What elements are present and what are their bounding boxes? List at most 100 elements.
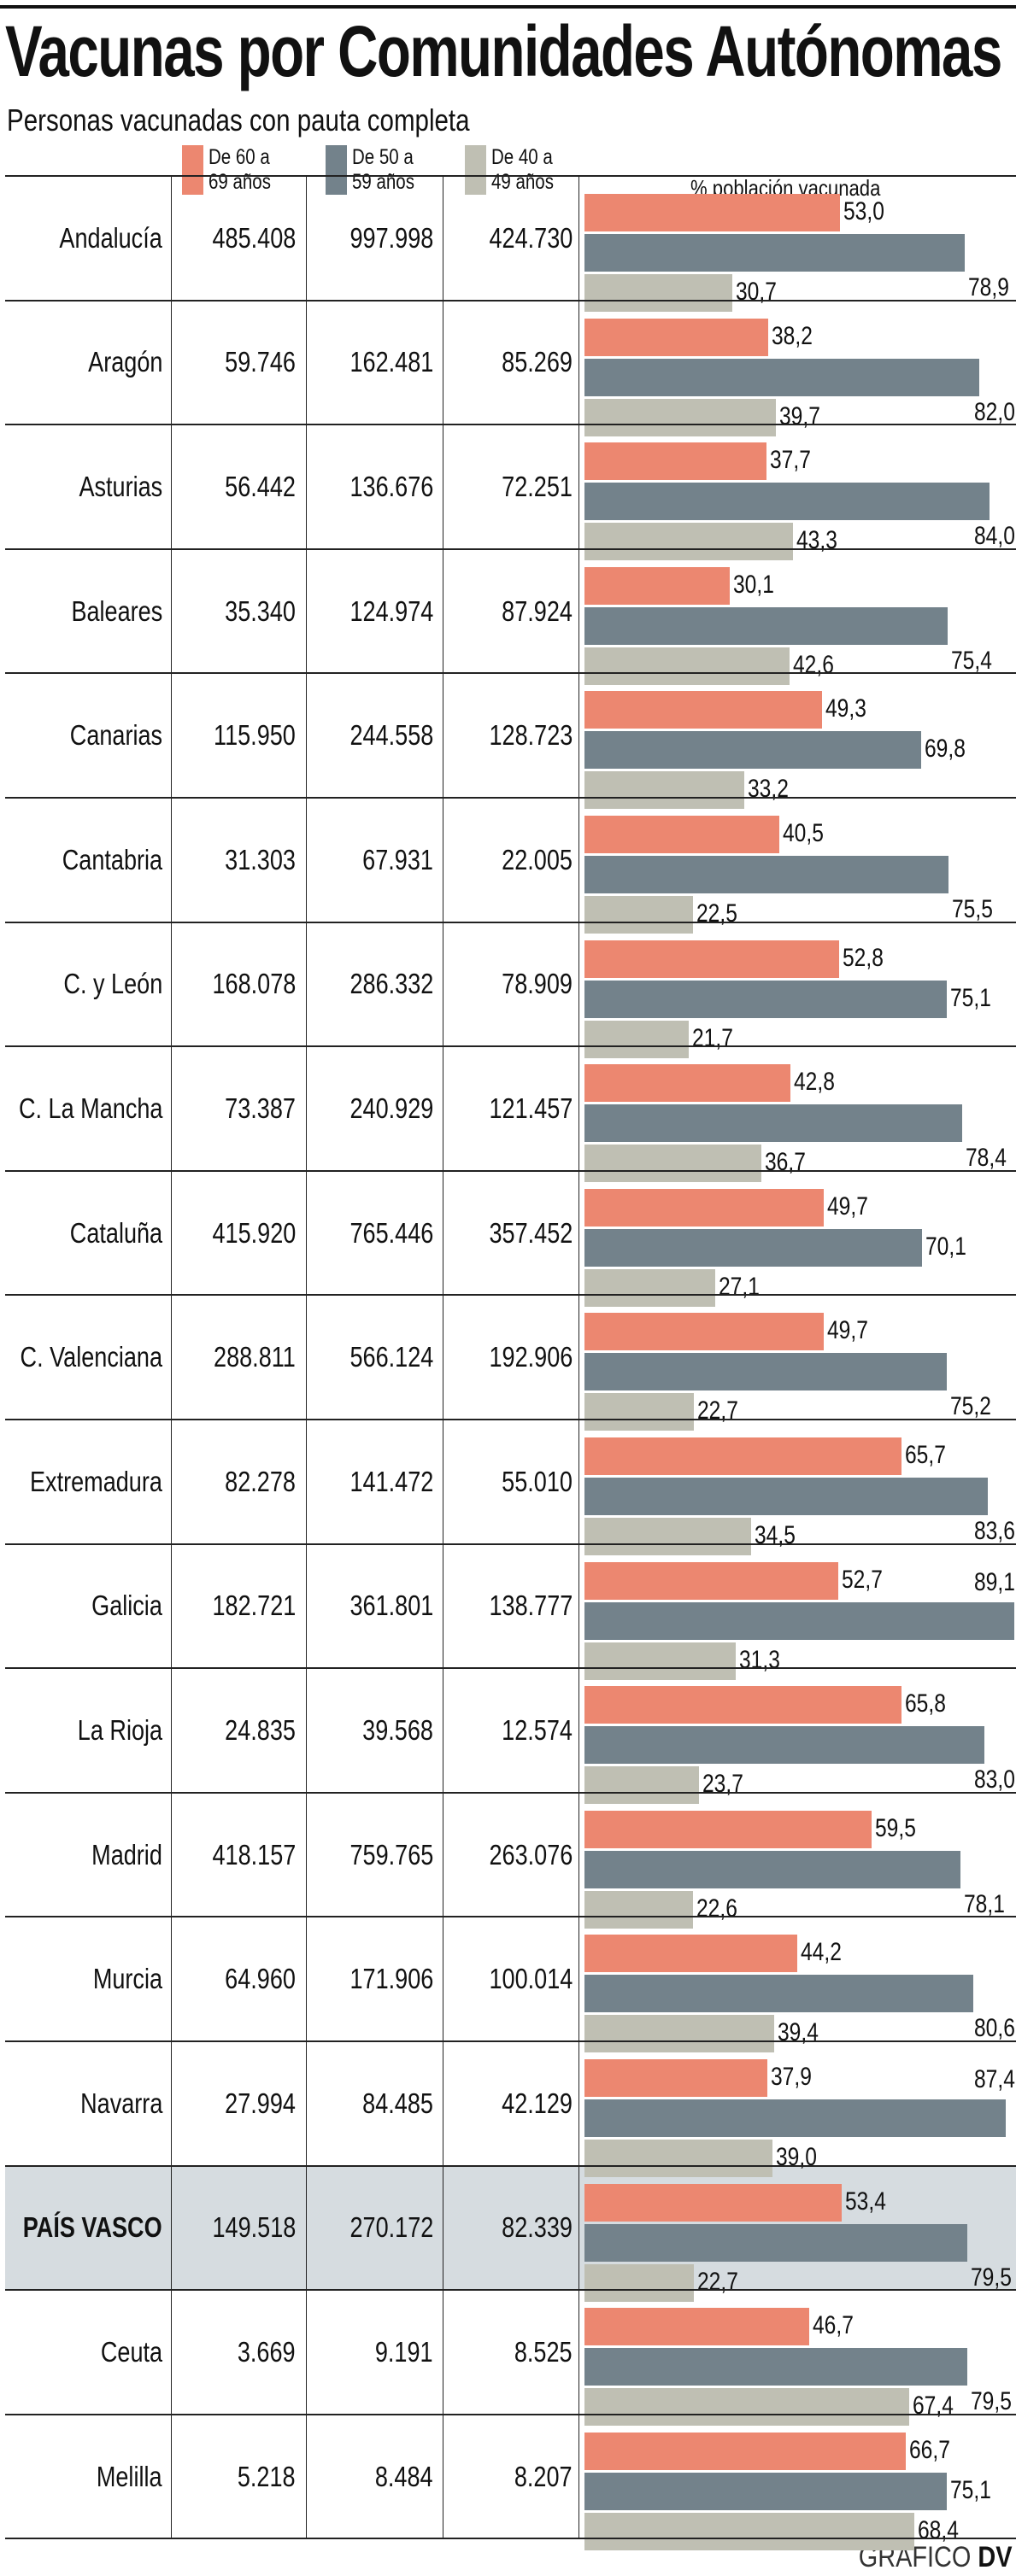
bar-60-69 — [584, 2183, 843, 2222]
bar-value-label: 39,7 — [778, 401, 820, 430]
count-50-59-text: 759.765 — [349, 1838, 433, 1871]
count-60-69-text: 64.960 — [225, 1963, 296, 1995]
count-50-59-text: 124.974 — [349, 594, 433, 627]
count-50-59: 244.558 — [311, 673, 433, 798]
legend-swatch — [465, 145, 486, 195]
bar-value-label: 21,7 — [692, 1023, 734, 1052]
bar-50-59 — [584, 483, 990, 521]
count-60-69-text: 27.994 — [225, 2087, 296, 2119]
bar-40-49 — [584, 1766, 699, 1805]
bar-value-label: 75,4 — [951, 646, 993, 675]
region-name: Murcia — [5, 1917, 162, 2041]
count-50-59: 270.172 — [311, 2166, 433, 2291]
count-60-69-text: 56.442 — [225, 470, 296, 502]
table-row: Ceuta 3.669 9.191 8.525 — [5, 2290, 1016, 2415]
count-40-49: 138.777 — [448, 1544, 573, 1669]
count-40-49-text: 263.076 — [489, 1838, 573, 1871]
row-divider — [5, 300, 1016, 302]
count-40-49: 78.909 — [448, 922, 573, 1047]
region-name: Melilla — [5, 2415, 162, 2539]
region-name: La Rioja — [5, 1668, 162, 1793]
row-divider — [5, 1170, 1016, 1172]
bar-40-49 — [584, 1518, 751, 1555]
count-40-49: 72.251 — [448, 424, 573, 549]
count-40-49: 263.076 — [448, 1793, 573, 1917]
count-40-49-text: 8.207 — [514, 2460, 573, 2492]
count-50-59: 765.446 — [311, 1171, 433, 1296]
count-60-69-text: 415.920 — [212, 1216, 296, 1249]
bar-40-49 — [584, 771, 745, 810]
count-50-59: 124.974 — [311, 549, 433, 674]
legend-50-59: De 50 a 59 años — [326, 145, 446, 195]
region-name-text: C. La Mancha — [18, 1092, 162, 1124]
count-40-49: 42.129 — [448, 2041, 573, 2166]
bar-50-59 — [584, 358, 980, 396]
bar-60-69 — [584, 2308, 810, 2346]
region-name: Ceuta — [5, 2290, 162, 2415]
bar-60-69 — [584, 194, 840, 231]
count-60-69: 56.442 — [176, 424, 296, 549]
region-name-text: Cantabria — [62, 843, 162, 875]
region-name: Madrid — [5, 1793, 162, 1917]
count-50-59: 997.998 — [311, 176, 433, 301]
bar-60-69 — [584, 1935, 798, 1973]
row-divider — [5, 672, 1016, 674]
bar-value-label: 59,5 — [874, 1813, 916, 1842]
region-name-text: La Rioja — [77, 1713, 162, 1746]
count-60-69-text: 288.811 — [214, 1341, 296, 1373]
bar-value-label: 83,6 — [974, 1517, 1015, 1545]
bar-40-49 — [584, 1890, 694, 1929]
bar-50-59 — [584, 1478, 988, 1515]
region-name-text: Baleares — [71, 594, 162, 627]
bar-value-label: 84,0 — [974, 522, 1015, 551]
count-50-59-text: 286.332 — [349, 968, 433, 1000]
count-40-49: 8.525 — [448, 2290, 573, 2415]
table-row: Cantabria 31.303 67.931 22.005 — [5, 798, 1016, 922]
region-name: C. y León — [5, 922, 162, 1047]
bar-value-label: 67,4 — [913, 2392, 954, 2421]
row-divider — [5, 797, 1016, 799]
table-row: Galicia 182.721 361.801 138.777 — [5, 1544, 1016, 1669]
count-40-49: 22.005 — [448, 798, 573, 922]
bar-value-label: 82,0 — [974, 397, 1015, 426]
region-name-text: Madrid — [91, 1838, 162, 1871]
legend-60-69: De 60 a 69 años — [182, 145, 302, 195]
count-40-49-text: 78.909 — [502, 968, 573, 1000]
count-40-49-text: 82.339 — [502, 2211, 573, 2244]
count-40-49: 12.574 — [448, 1668, 573, 1793]
count-50-59-text: 8.484 — [375, 2460, 433, 2492]
bar-value-label: 89,1 — [974, 1567, 1015, 1596]
bar-value-label: 30,7 — [736, 278, 778, 306]
bar-value-label: 40,5 — [783, 819, 825, 847]
bar-value-label: 37,7 — [769, 446, 811, 475]
count-40-49: 192.906 — [448, 1295, 573, 1420]
bar-value-label: 79,5 — [971, 2387, 1013, 2416]
count-50-59-text: 765.446 — [349, 1216, 433, 1249]
bar-60-69 — [584, 1810, 872, 1848]
row-divider — [5, 1294, 1016, 1296]
bar-value-label: 65,8 — [905, 1689, 946, 1718]
bar-50-59 — [584, 1228, 923, 1267]
table-row: C. La Mancha 73.387 240.929 121.457 — [5, 1046, 1016, 1171]
count-60-69: 485.408 — [176, 176, 296, 301]
count-40-49-text: 357.452 — [489, 1216, 573, 1249]
count-50-59-text: 566.124 — [349, 1341, 433, 1373]
bar-50-59 — [584, 606, 948, 645]
count-60-69-text: 35.340 — [225, 594, 296, 627]
bar-value-label: 27,1 — [718, 1272, 760, 1301]
region-name: Cantabria — [5, 798, 162, 922]
count-50-59: 67.931 — [311, 798, 433, 922]
bar-50-59 — [584, 1601, 1014, 1640]
row-divider — [5, 1792, 1016, 1794]
bar-40-49 — [584, 647, 790, 685]
region-name-text: C. Valenciana — [20, 1341, 162, 1373]
region-name: C. La Mancha — [5, 1046, 162, 1171]
count-60-69: 35.340 — [176, 549, 296, 674]
count-50-59-text: 141.472 — [349, 1465, 433, 1497]
count-60-69: 415.920 — [176, 1171, 296, 1296]
count-40-49: 85.269 — [448, 301, 573, 425]
bar-60-69 — [584, 2432, 907, 2470]
table-row: La Rioja 24.835 39.568 12.574 — [5, 1668, 1016, 1793]
count-60-69-text: 5.218 — [238, 2460, 296, 2492]
bar-50-59 — [584, 2348, 968, 2386]
